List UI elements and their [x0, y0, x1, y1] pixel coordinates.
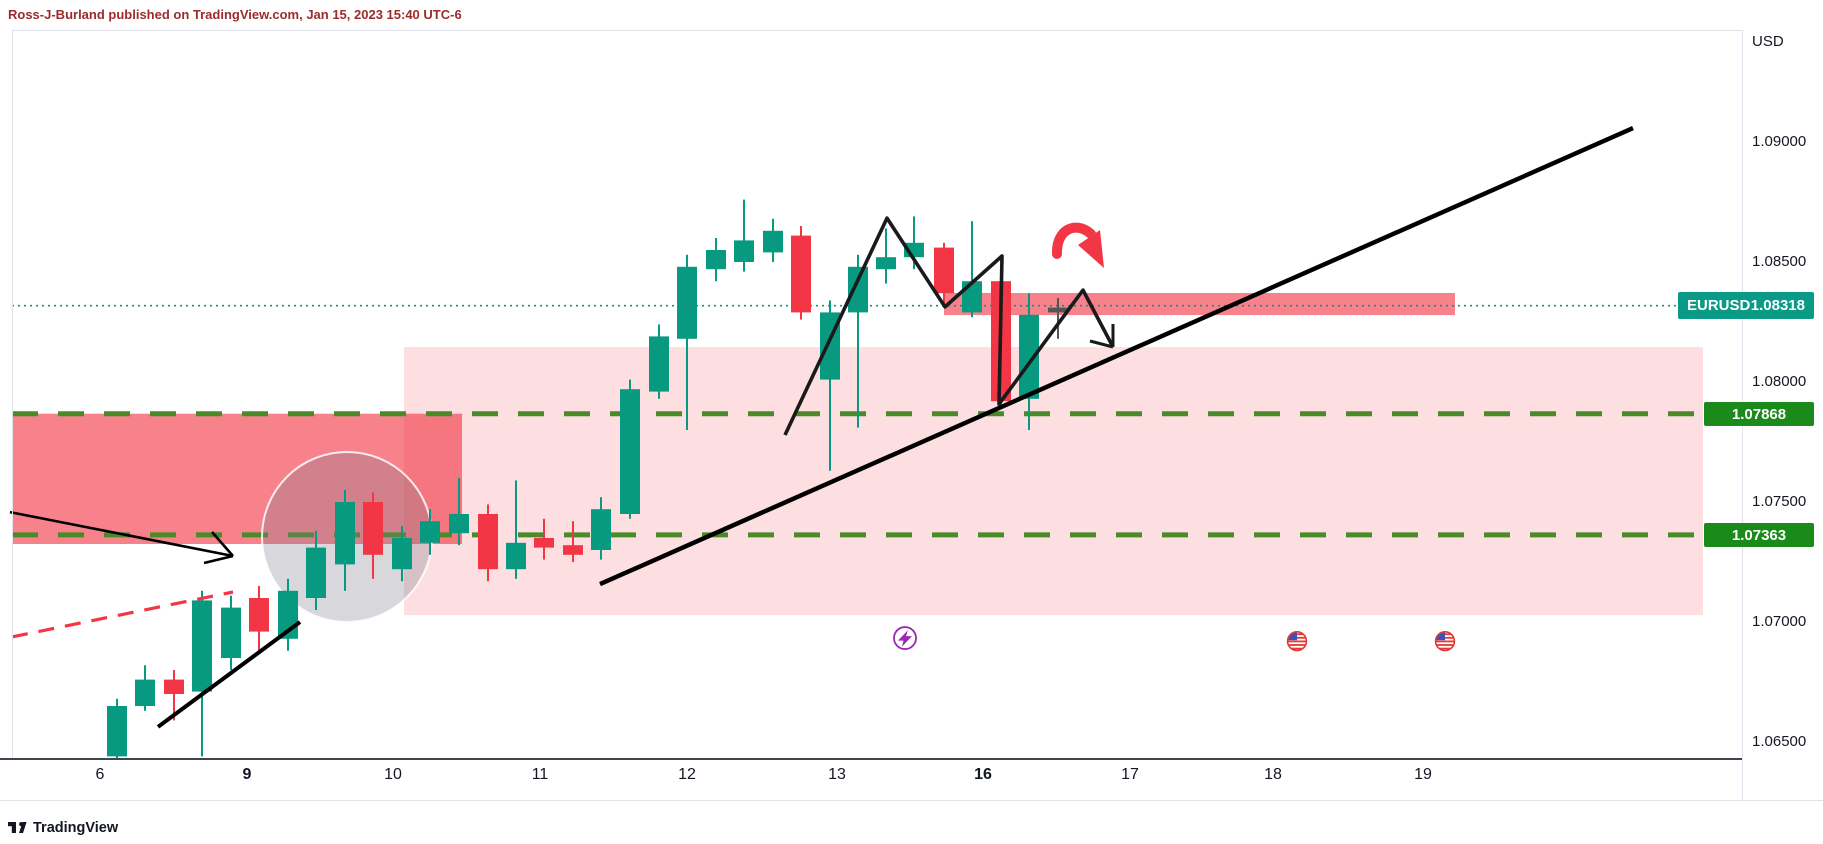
- main-ascending-trendline[interactable]: [599, 126, 1634, 587]
- candlestick: [506, 480, 526, 579]
- candlestick: [449, 478, 469, 546]
- candlestick: [620, 379, 640, 519]
- candlestick: [135, 665, 155, 711]
- entry-arrow: [9, 510, 234, 565]
- zone-demand-big: [404, 347, 1703, 616]
- candlestick: [363, 492, 383, 579]
- us-economic-event-flag-icon[interactable]: [1434, 630, 1456, 652]
- candlestick: [392, 526, 412, 582]
- candlestick: [563, 521, 583, 562]
- candlestick: [763, 218, 783, 262]
- time-axis-tick: 6: [95, 766, 105, 783]
- red-dashed-line[interactable]: [11, 590, 234, 639]
- candlestick: [534, 518, 554, 560]
- candlestick: [1048, 298, 1068, 339]
- time-axis-tick: 9: [242, 766, 252, 783]
- price-axis-tick: 1.06500: [1752, 733, 1807, 750]
- candlestick: [649, 324, 669, 399]
- candlestick: [249, 586, 269, 654]
- candlestick: [164, 670, 184, 721]
- price-axis-tick: 1.07000: [1752, 613, 1807, 630]
- chart-left-border: [12, 30, 13, 758]
- zigzag-projection-arrow: [783, 216, 1115, 436]
- candlestick: [420, 509, 440, 555]
- time-axis-tick: 16: [974, 766, 992, 783]
- time-axis-tick: 12: [678, 766, 696, 783]
- candlestick: [591, 497, 611, 560]
- candlestick: [734, 199, 754, 272]
- time-axis-tick: 17: [1121, 766, 1139, 783]
- time-axis-tick: 11: [531, 766, 549, 783]
- time-axis-tick: 18: [1264, 766, 1282, 783]
- candlestick: [192, 590, 212, 757]
- candlestick: [791, 226, 811, 320]
- support-lower-value: 1.07363: [1731, 526, 1787, 544]
- tradingview-logo-text: TradingView: [33, 819, 119, 836]
- candlestick: [221, 595, 241, 670]
- tradingview-watermark[interactable]: TradingView: [8, 818, 118, 837]
- candlestick: [335, 490, 355, 591]
- symbol-name: EURUSD: [1687, 297, 1751, 314]
- candlestick: [876, 228, 896, 284]
- zone-resistance-band: [944, 293, 1455, 316]
- candlestick: [478, 504, 498, 582]
- candlestick: [962, 221, 982, 318]
- candlestick: [934, 242, 954, 308]
- time-axis-tick: 13: [828, 766, 846, 783]
- us-economic-event-flag-icon[interactable]: [1286, 630, 1308, 652]
- last-price-label: EURUSD 1.08318: [1678, 292, 1814, 319]
- candlestick: [306, 530, 326, 610]
- quote-currency-label: USD: [1752, 33, 1784, 50]
- tradingview-logo-icon: [8, 822, 27, 833]
- candlestick: [706, 238, 726, 282]
- price-axis-tick: 1.07500: [1752, 493, 1807, 510]
- support-upper-value: 1.07868: [1731, 405, 1787, 423]
- attribution-text: Ross-J-Burland published on TradingView.…: [8, 7, 462, 22]
- last-price-value: 1.08318: [1750, 297, 1805, 314]
- zone-supply-left: [12, 413, 462, 544]
- candlestick: [677, 254, 697, 430]
- footer-divider: [0, 800, 1823, 801]
- price-axis-tick: 1.08000: [1752, 373, 1807, 390]
- price-axis-tick: 1.08500: [1752, 253, 1807, 270]
- early-impulse-line[interactable]: [156, 620, 302, 729]
- chart-top-border: [12, 30, 1742, 31]
- time-axis-line: [0, 758, 1742, 760]
- economic-event-lightning-icon[interactable]: [893, 626, 917, 650]
- time-axis-tick: 19: [1414, 766, 1432, 783]
- support-level-label-upper: 1.07868: [1704, 402, 1814, 426]
- price-axis-tick: 1.09000: [1752, 133, 1807, 150]
- candlestick: [107, 698, 127, 759]
- support-level-label-lower: 1.07363: [1704, 523, 1814, 547]
- red-curved-arrow: [1052, 222, 1104, 268]
- time-axis-tick: 10: [384, 766, 402, 783]
